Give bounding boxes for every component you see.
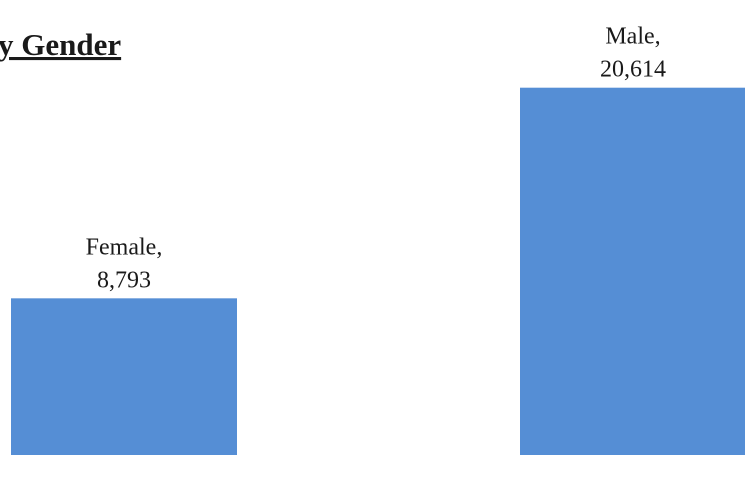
data-label-category: Female,: [86, 234, 163, 260]
bar: [520, 87, 745, 456]
bar: [11, 298, 237, 455]
data-label-value: 20,614: [600, 57, 666, 83]
data-label-category: Male,: [605, 24, 660, 50]
data-label-value: 8,793: [97, 267, 151, 293]
chart-title: y Gender: [0, 27, 121, 62]
